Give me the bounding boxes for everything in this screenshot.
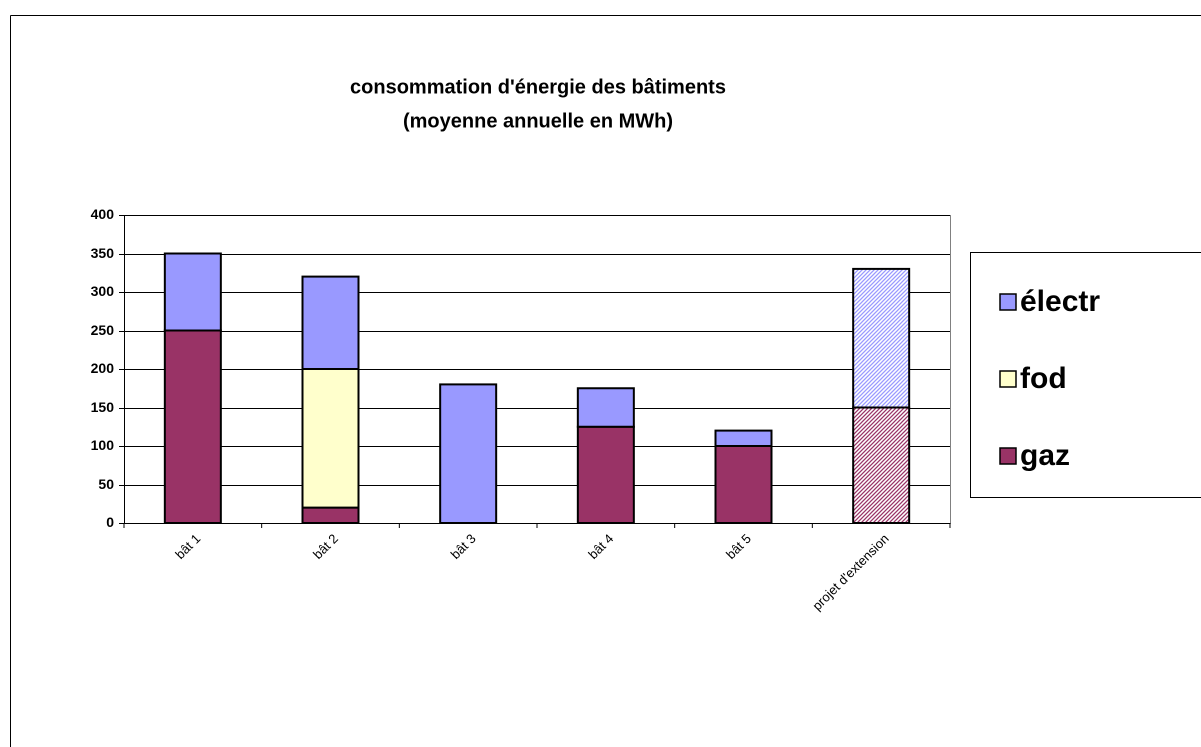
bar-segment — [714, 445, 773, 524]
bar-segment — [301, 506, 360, 525]
y-tick-label: 250 — [91, 322, 115, 338]
bar-segment — [301, 275, 360, 371]
y-tick-label: 350 — [91, 245, 115, 261]
chart-title: consommation d'énergie des bâtiments — [350, 76, 726, 98]
y-tick-label: 150 — [91, 399, 115, 415]
bar-segment — [163, 329, 222, 524]
bar-segment — [301, 368, 360, 509]
bar-segment — [714, 429, 773, 448]
y-tick-label: 50 — [98, 476, 114, 492]
legend-swatch — [999, 370, 1017, 388]
legend-label: fod — [1020, 362, 1067, 395]
y-tick-label: 0 — [106, 514, 114, 530]
bar-segment — [439, 383, 498, 524]
x-tick-label: bât 4 — [585, 531, 616, 562]
chart-subtitle: (moyenne annuelle en MWh) — [403, 110, 673, 132]
x-tick-label: projet d'extension — [809, 531, 891, 613]
bar-segment — [852, 267, 911, 409]
legend-swatch — [999, 447, 1017, 465]
y-tick-label: 400 — [91, 206, 115, 222]
x-tick-label: bât 1 — [172, 531, 203, 562]
bar-segment — [163, 252, 222, 332]
x-tick-label: bât 3 — [448, 531, 479, 562]
bar-segment — [576, 425, 635, 524]
y-tick-label: 200 — [91, 360, 115, 376]
y-tick-label: 100 — [91, 437, 115, 453]
legend-swatch — [999, 293, 1017, 311]
y-tick-label: 300 — [91, 283, 115, 299]
legend-label: électr — [1020, 285, 1100, 318]
bar-segment — [852, 406, 911, 524]
legend-label: gaz — [1020, 439, 1070, 472]
x-tick-label: bât 2 — [310, 531, 341, 562]
x-tick-label: bât 5 — [723, 531, 754, 562]
bar-segment — [576, 387, 635, 428]
